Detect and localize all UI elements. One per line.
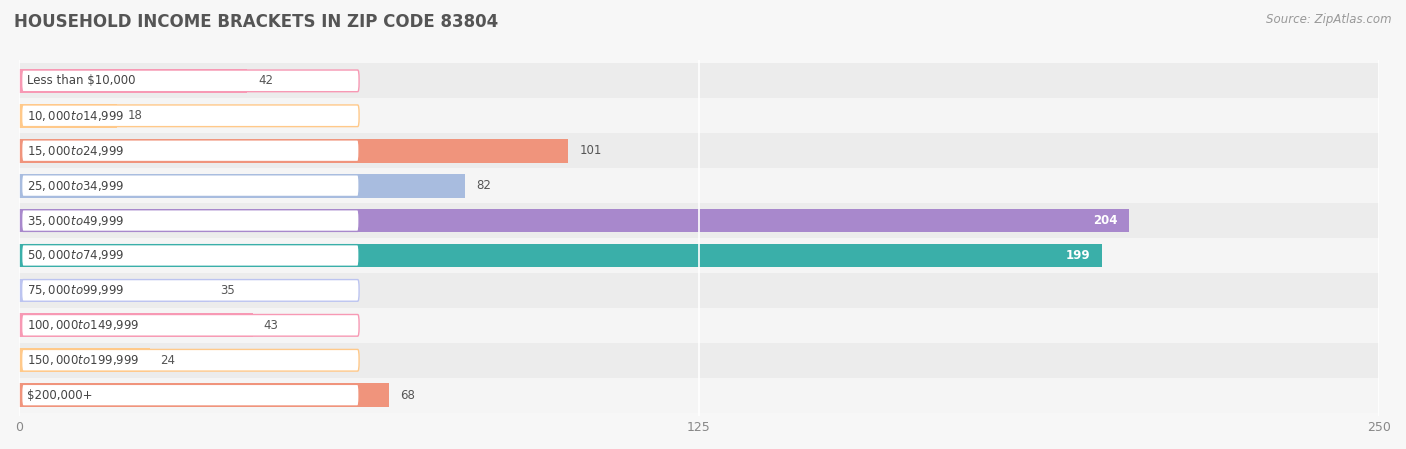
Bar [20,209,1129,233]
Text: $35,000 to $49,999: $35,000 to $49,999 [27,214,125,228]
Bar [20,98,1379,133]
Text: $25,000 to $34,999: $25,000 to $34,999 [27,179,125,193]
Text: $150,000 to $199,999: $150,000 to $199,999 [27,353,139,367]
Bar [20,104,117,128]
Text: $10,000 to $14,999: $10,000 to $14,999 [27,109,125,123]
Bar [20,168,1379,203]
Text: 24: 24 [160,354,176,367]
Text: $100,000 to $149,999: $100,000 to $149,999 [27,318,139,332]
Text: 101: 101 [579,144,602,157]
FancyBboxPatch shape [21,349,359,371]
Bar [20,348,149,372]
Bar [20,313,253,337]
FancyBboxPatch shape [21,314,359,336]
Text: 68: 68 [399,389,415,402]
Bar [20,244,1102,267]
FancyBboxPatch shape [21,175,359,197]
Bar [20,69,247,93]
Bar [20,378,1379,413]
FancyBboxPatch shape [21,105,359,127]
Bar [20,203,1379,238]
Text: 18: 18 [128,109,142,122]
Text: $15,000 to $24,999: $15,000 to $24,999 [27,144,125,158]
Bar [20,343,1379,378]
Bar [20,133,1379,168]
Bar [20,273,1379,308]
Text: 35: 35 [221,284,235,297]
Text: $200,000+: $200,000+ [27,389,93,402]
FancyBboxPatch shape [21,384,359,406]
Bar [20,383,389,407]
FancyBboxPatch shape [21,245,359,266]
Text: 42: 42 [259,75,273,88]
Bar [20,238,1379,273]
Text: $75,000 to $99,999: $75,000 to $99,999 [27,283,125,297]
Text: 204: 204 [1094,214,1118,227]
Text: 43: 43 [264,319,278,332]
Bar [20,174,465,198]
Bar [20,278,209,302]
Text: 199: 199 [1066,249,1091,262]
FancyBboxPatch shape [21,210,359,231]
Bar [20,139,568,163]
Bar [20,308,1379,343]
Text: Less than $10,000: Less than $10,000 [27,75,135,88]
FancyBboxPatch shape [21,70,359,92]
FancyBboxPatch shape [21,140,359,162]
Text: Source: ZipAtlas.com: Source: ZipAtlas.com [1267,13,1392,26]
Text: HOUSEHOLD INCOME BRACKETS IN ZIP CODE 83804: HOUSEHOLD INCOME BRACKETS IN ZIP CODE 83… [14,13,498,31]
Text: $50,000 to $74,999: $50,000 to $74,999 [27,248,125,263]
Text: 82: 82 [477,179,491,192]
Bar [20,63,1379,98]
FancyBboxPatch shape [21,280,359,301]
